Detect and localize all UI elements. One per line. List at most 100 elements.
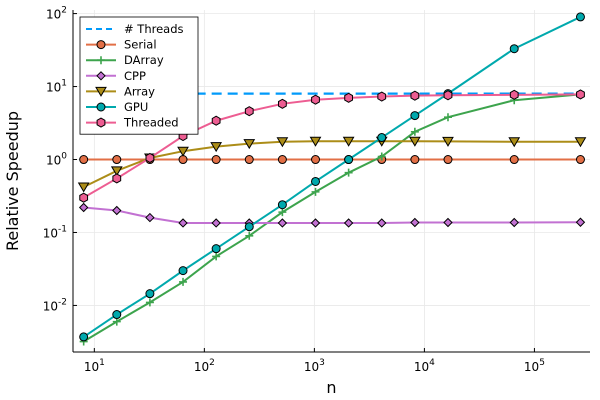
data-point — [211, 218, 221, 228]
legend-marker — [96, 71, 106, 81]
series-darray — [79, 90, 585, 346]
data-point — [243, 139, 256, 150]
y-tick-label: 101 — [46, 79, 67, 95]
data-point — [575, 217, 586, 227]
legend-entry: Threaded — [86, 116, 179, 130]
data-point — [277, 218, 288, 228]
legend-marker — [96, 102, 106, 112]
legend-marker — [96, 117, 106, 128]
data-point — [575, 155, 585, 165]
data-point — [443, 90, 453, 101]
data-point — [377, 218, 387, 228]
data-point — [377, 133, 387, 143]
data-point — [244, 222, 254, 232]
data-point — [342, 136, 355, 147]
legend-marker — [96, 40, 106, 50]
data-point — [79, 332, 89, 342]
data-point — [145, 152, 155, 164]
y-tick-label: 10-1 — [43, 224, 67, 240]
data-point — [344, 168, 353, 177]
data-point — [442, 136, 454, 147]
data-point — [212, 252, 221, 261]
series-line — [83, 16, 581, 338]
data-point — [311, 176, 321, 186]
legend-entry: # Threads — [86, 22, 184, 36]
data-point — [410, 155, 420, 165]
data-point — [179, 277, 188, 286]
series-line — [83, 140, 581, 188]
data-point — [245, 231, 254, 240]
data-point — [211, 115, 221, 126]
data-point — [574, 137, 587, 148]
data-point — [79, 155, 89, 165]
data-point — [377, 152, 386, 161]
series-line — [83, 93, 581, 343]
legend-entry: CPP — [86, 69, 146, 83]
data-point — [177, 146, 189, 157]
data-point — [211, 244, 221, 254]
data-point — [277, 98, 287, 109]
data-point — [278, 208, 287, 217]
data-point — [410, 217, 420, 228]
data-point — [277, 155, 287, 165]
y-axis-label: Relative Speedup — [3, 111, 22, 251]
data-point — [311, 155, 321, 165]
data-point — [377, 91, 387, 102]
series-line — [83, 93, 581, 199]
data-point — [210, 142, 223, 153]
data-point — [509, 89, 519, 100]
data-point — [145, 289, 155, 299]
data-point — [576, 89, 585, 100]
grid — [73, 10, 590, 352]
data-point — [112, 155, 122, 165]
data-point — [344, 92, 354, 103]
tick-labels: 101 102 103 104 105 10-2 10-1 100 101 102 — [43, 6, 545, 374]
data-point — [276, 137, 289, 148]
data-point — [509, 44, 519, 54]
y-tick-label: 100 — [46, 152, 67, 168]
legend-entry: Serial — [86, 38, 157, 52]
data-point — [145, 298, 154, 307]
x-tick-label: 103 — [304, 358, 325, 374]
data-point — [410, 127, 419, 136]
series-line — [83, 206, 581, 224]
plot-frame — [72, 10, 590, 353]
data-point — [410, 90, 420, 101]
y-tick-label: 10-2 — [43, 297, 67, 313]
data-point — [112, 310, 122, 320]
data-point — [508, 137, 521, 148]
data-point — [244, 106, 254, 117]
data-point — [211, 155, 221, 165]
x-tick-label: 105 — [524, 358, 545, 374]
data-point — [112, 205, 122, 216]
data-point — [443, 113, 452, 122]
data-point — [443, 217, 453, 228]
data-point — [110, 166, 123, 177]
series-group — [77, 12, 587, 346]
data-point — [309, 136, 322, 147]
x-tick-label: 101 — [84, 358, 105, 374]
legend-label: Threaded — [123, 116, 179, 130]
legend-entry: GPU — [86, 100, 148, 114]
legend-label: CPP — [124, 69, 146, 83]
x-tick-label: 102 — [194, 358, 215, 374]
x-tick-label: 104 — [414, 358, 435, 374]
legend-entry: Array — [86, 84, 155, 98]
data-point — [244, 155, 254, 165]
data-point — [311, 94, 320, 105]
legend-marker — [95, 86, 107, 97]
data-point — [79, 192, 89, 203]
data-point — [178, 218, 188, 228]
axis-labels: n Relative Speedup — [3, 111, 337, 397]
legend-label: # Threads — [124, 22, 184, 36]
legend-entry: DArray — [86, 53, 164, 67]
legend-label: Serial — [124, 38, 157, 52]
data-point — [509, 155, 519, 165]
legend-marker — [97, 56, 105, 65]
data-point — [443, 155, 453, 165]
data-point — [408, 136, 421, 147]
data-point — [178, 155, 188, 165]
data-point — [343, 218, 354, 228]
